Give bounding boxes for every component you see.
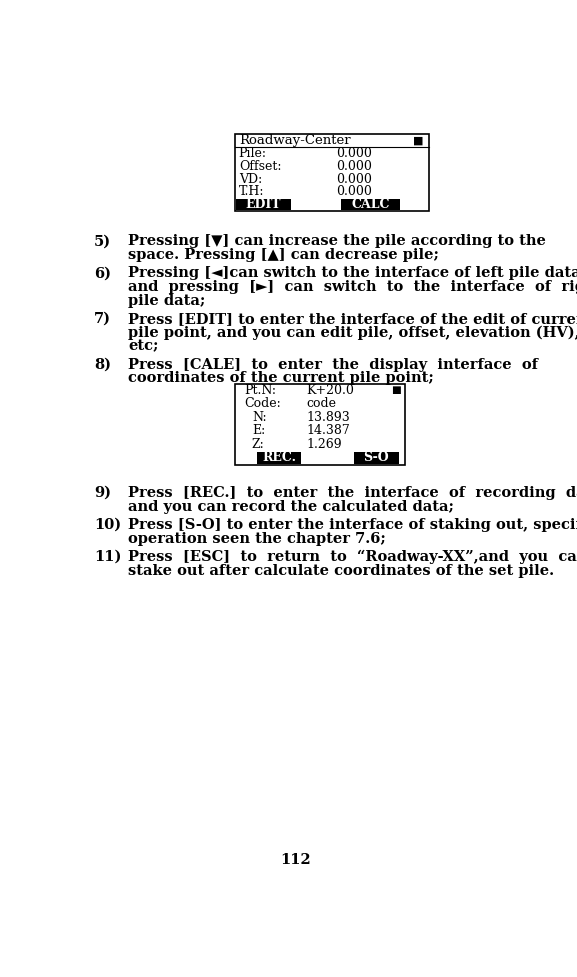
Text: Press [S-O] to enter the interface of staking out, specific: Press [S-O] to enter the interface of st… — [128, 518, 577, 532]
Text: ■: ■ — [414, 136, 424, 146]
Text: and you can record the calculated data;: and you can record the calculated data; — [128, 500, 454, 514]
Text: Pressing [▼] can increase the pile according to the: Pressing [▼] can increase the pile accor… — [128, 234, 546, 248]
Text: space. Pressing [▲] can decrease pile;: space. Pressing [▲] can decrease pile; — [128, 248, 439, 262]
Text: Code:: Code: — [244, 398, 281, 410]
Text: 5): 5) — [94, 234, 111, 248]
Text: CALC: CALC — [351, 198, 389, 211]
Text: E:: E: — [252, 424, 265, 438]
Text: EDIT: EDIT — [246, 198, 282, 211]
Text: operation seen the chapter 7.6;: operation seen the chapter 7.6; — [128, 531, 386, 546]
Text: coordinates of the current pile point;: coordinates of the current pile point; — [128, 371, 434, 386]
Text: 1.269: 1.269 — [306, 438, 342, 450]
Text: 0.000: 0.000 — [336, 160, 372, 173]
Text: 0.000: 0.000 — [336, 186, 372, 198]
Bar — [235, 134, 429, 211]
Text: 14.387: 14.387 — [306, 424, 350, 438]
Text: 0.000: 0.000 — [336, 147, 372, 160]
Text: 7): 7) — [94, 312, 111, 326]
Bar — [354, 451, 399, 464]
Text: 13.893: 13.893 — [306, 411, 350, 424]
Text: Press  [CALE]  to  enter  the  display  interface  of: Press [CALE] to enter the display interf… — [128, 358, 538, 372]
Text: etc;: etc; — [128, 339, 159, 354]
Text: Offset:: Offset: — [239, 160, 281, 173]
Text: T.H:: T.H: — [239, 186, 264, 198]
Text: Pile:: Pile: — [239, 147, 267, 160]
Text: ■: ■ — [391, 385, 400, 396]
Text: K+20.0: K+20.0 — [306, 384, 354, 397]
Bar — [237, 199, 291, 210]
Text: REC.: REC. — [262, 451, 296, 464]
Text: and  pressing  [►]  can  switch  to  the  interface  of  right: and pressing [►] can switch to the inter… — [128, 280, 577, 294]
Text: 10): 10) — [94, 518, 121, 532]
Bar — [342, 199, 399, 210]
Text: Pressing [◄]can switch to the interface of left pile data,: Pressing [◄]can switch to the interface … — [128, 267, 577, 280]
Text: pile point, and you can edit pile, offset, elevation (HV),: pile point, and you can edit pile, offse… — [128, 325, 577, 340]
Text: pile data;: pile data; — [128, 294, 205, 308]
Text: code: code — [306, 398, 336, 410]
Text: VD:: VD: — [239, 173, 262, 186]
Text: Z:: Z: — [252, 438, 265, 450]
Text: 6): 6) — [94, 267, 111, 280]
Text: Press  [ESC]  to  return  to  “Roadway-XX”,and  you  can: Press [ESC] to return to “Roadway-XX”,an… — [128, 550, 577, 565]
Text: N:: N: — [252, 411, 267, 424]
Text: stake out after calculate coordinates of the set pile.: stake out after calculate coordinates of… — [128, 564, 554, 577]
Text: Press  [REC.]  to  enter  the  interface  of  recording  data,: Press [REC.] to enter the interface of r… — [128, 487, 577, 500]
Text: Press [EDIT] to enter the interface of the edit of current: Press [EDIT] to enter the interface of t… — [128, 312, 577, 326]
Text: 0.000: 0.000 — [336, 173, 372, 186]
Bar — [257, 451, 301, 464]
Bar — [235, 384, 406, 464]
Text: Roadway-Center: Roadway-Center — [239, 134, 350, 148]
Text: S-O: S-O — [364, 451, 389, 464]
Text: Pt.N:: Pt.N: — [244, 384, 276, 397]
Text: 112: 112 — [280, 853, 311, 867]
Text: 11): 11) — [94, 550, 121, 564]
Text: 8): 8) — [94, 358, 111, 372]
Text: 9): 9) — [94, 487, 111, 500]
